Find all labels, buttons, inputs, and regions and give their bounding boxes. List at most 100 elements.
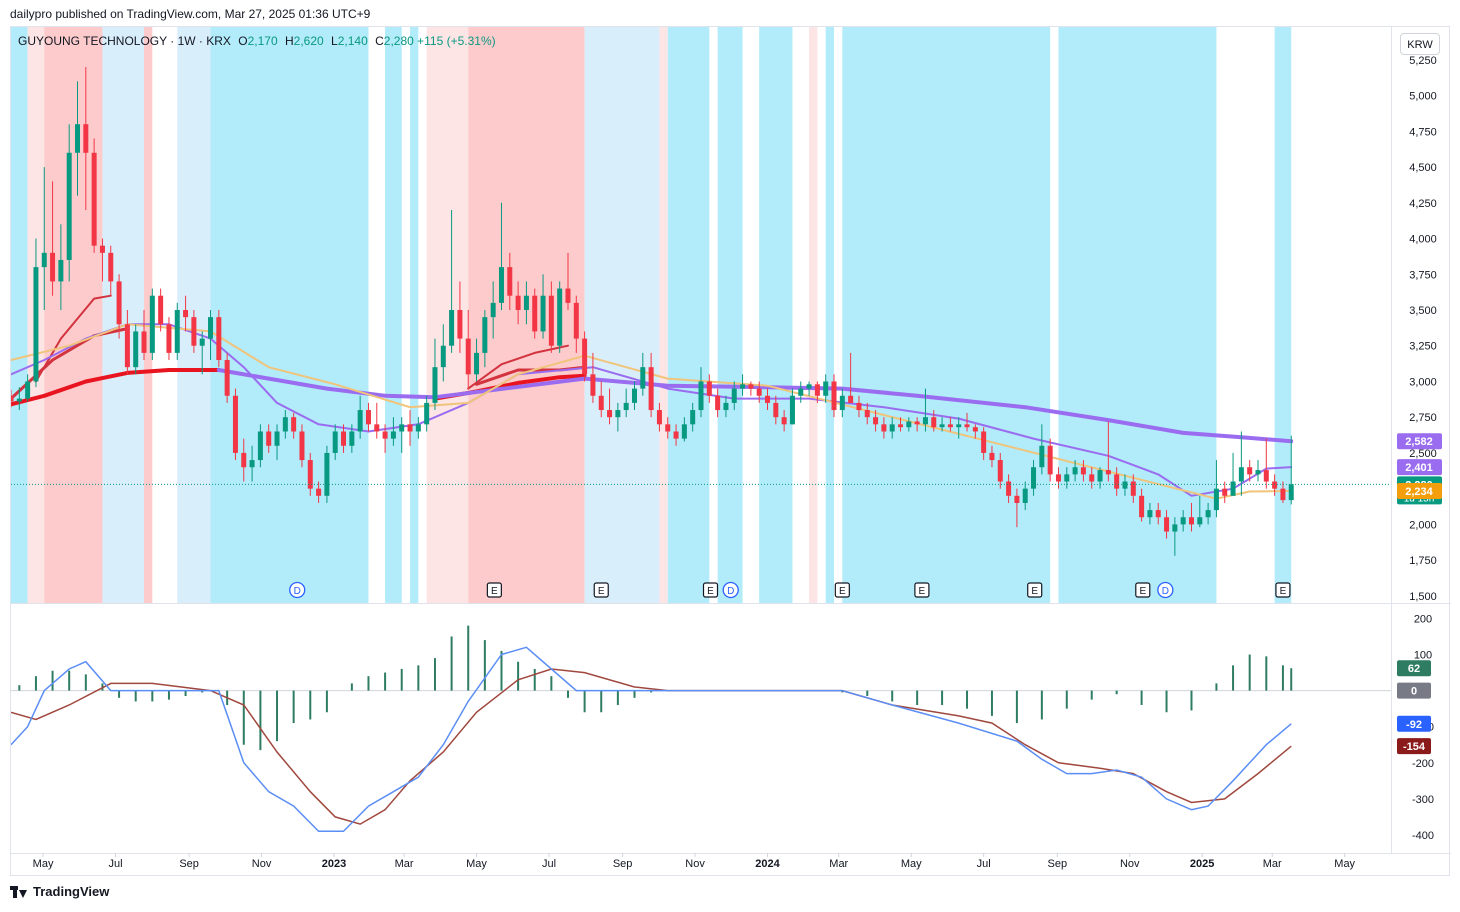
candle-down [515, 295, 521, 310]
earnings-box [914, 582, 930, 598]
candle-up [33, 267, 39, 382]
candle-up [349, 431, 355, 446]
candle-up [1122, 481, 1128, 489]
candle-down [981, 431, 987, 453]
dividend-circle [1157, 581, 1174, 599]
price-tick-label: 5,000 [1409, 91, 1437, 103]
candle-up [449, 309, 455, 346]
dividend-marker-icon: D [1157, 581, 1174, 599]
candle-up [1022, 488, 1028, 503]
candle-up [149, 295, 155, 353]
candle-up [1031, 467, 1037, 489]
candle-down [864, 410, 870, 418]
candle-down [648, 367, 654, 411]
price-badge-label: 2,401 [1405, 462, 1433, 474]
price-tick-label: 2,000 [1409, 519, 1437, 531]
candle-down [141, 331, 147, 353]
macd-main-line [11, 646, 1292, 833]
dividend-circle [722, 581, 739, 599]
candle-down [266, 431, 272, 446]
candle-down [931, 417, 937, 428]
background-band-red [44, 27, 103, 603]
legend-close: 2,280 [383, 34, 414, 48]
candle-down [1114, 474, 1120, 489]
macd-badge: 0 [1397, 682, 1431, 699]
background-band-red [144, 27, 153, 603]
candle-down [848, 395, 854, 403]
earnings-letter: E [707, 586, 714, 597]
legend-low-label: L [331, 34, 338, 48]
price-tick-label: 4,250 [1409, 198, 1437, 210]
dividend-letter: D [294, 586, 301, 597]
candle-up [922, 417, 928, 425]
candle-down [507, 267, 513, 296]
candle-up [415, 424, 421, 432]
candle-up [1205, 510, 1211, 518]
candle-down [715, 395, 721, 411]
price-tick-label: 5,250 [1409, 55, 1437, 67]
candle-up [274, 431, 280, 446]
currency-button[interactable]: KRW [1400, 33, 1440, 55]
candle-up [75, 124, 81, 153]
earnings-letter: E [1280, 586, 1287, 597]
time-tick-label: Nov [1120, 858, 1140, 870]
background-band-blue [717, 27, 743, 603]
candle-down [781, 417, 787, 425]
candle-down [898, 424, 904, 428]
symbol-legend: GUYOUNG TECHNOLOGY · 1W · KRX O2,170 H2,… [18, 34, 496, 48]
earnings-marker-icon: E [702, 582, 719, 598]
candle-up [332, 431, 338, 453]
candle-up [806, 384, 812, 389]
time-tick-label: Sep [179, 858, 199, 870]
earnings-marker-icon: E [834, 582, 850, 598]
chart-svg[interactable]: D E E E D E E E E D E 5,250 5,000 4,750 4,500 4,250 4,00… [11, 27, 1451, 877]
earnings-box [702, 582, 719, 598]
candle-up [623, 402, 629, 411]
macd-badge-label: -92 [1406, 719, 1422, 731]
candle-up [789, 395, 795, 425]
macd-tick-label: -300 [1412, 794, 1434, 806]
candle-down [765, 395, 771, 403]
candle-down [382, 431, 388, 439]
candle-up [1230, 481, 1236, 496]
macd-badge-bg [1397, 715, 1431, 732]
dividend-letter: D [727, 586, 734, 597]
candle-up [133, 331, 139, 368]
line-ma_mid [11, 327, 129, 401]
candle-up [440, 345, 446, 368]
candle-down [224, 360, 230, 396]
macd-badge: -154 [1397, 738, 1431, 755]
earnings-letter: E [839, 586, 846, 597]
earnings-box [1027, 582, 1043, 598]
macd-tick-label: -200 [1412, 758, 1434, 770]
candle-up [432, 367, 438, 403]
legend-symbol[interactable]: GUYOUNG TECHNOLOGY · 1W · KRX [18, 34, 231, 48]
earnings-letter: E [491, 586, 498, 597]
price-tick-label: 3,750 [1409, 269, 1437, 281]
price-tick-label: 2,500 [1409, 448, 1437, 460]
tradingview-footer[interactable]: TradingView [10, 884, 109, 899]
background-band-blue [1274, 27, 1292, 603]
candle-down [158, 295, 164, 325]
price-tick-label: 4,750 [1409, 126, 1437, 138]
candle-down [814, 384, 820, 396]
price-badge-bg [1397, 482, 1442, 499]
candle-up [681, 424, 687, 439]
candle-up [1072, 467, 1078, 475]
candle-down [573, 302, 579, 339]
macd-badge: -92 [1397, 715, 1431, 732]
earnings-box [1135, 582, 1151, 598]
candle-down [656, 410, 662, 425]
price-tick-label: 2,750 [1409, 412, 1437, 424]
earnings-letter: E [1031, 586, 1038, 597]
chart-frame[interactable]: D E E E D E E E E D E 5,250 5,000 4,750 4,500 4,250 4,00… [10, 26, 1451, 877]
candle-up [199, 338, 205, 346]
candle-down [1130, 481, 1136, 496]
candle-up [41, 252, 47, 268]
candle-up [939, 424, 945, 428]
tradingview-logo-icon [10, 885, 28, 898]
candle-down [1164, 517, 1170, 532]
time-tick-label: Jul [542, 858, 556, 870]
price-tick-label: 4,500 [1409, 162, 1437, 174]
dividend-marker-icon: D [722, 581, 739, 599]
